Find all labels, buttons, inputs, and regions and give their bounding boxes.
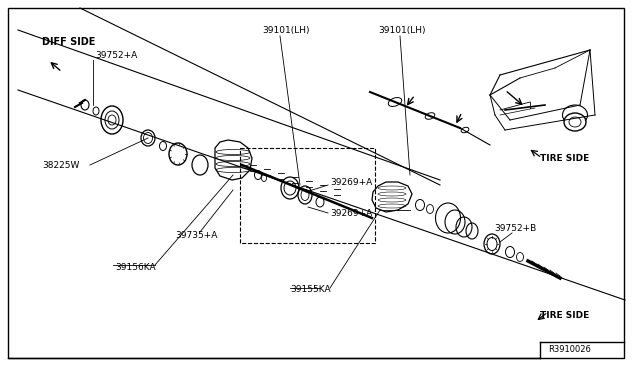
- Text: 39269+A: 39269+A: [330, 177, 372, 186]
- Text: 39269+A: 39269+A: [330, 208, 372, 218]
- Text: 39156KA: 39156KA: [115, 263, 156, 273]
- Text: 39752+A: 39752+A: [95, 51, 137, 60]
- Text: 39735+A: 39735+A: [175, 231, 218, 240]
- Text: R3910026: R3910026: [548, 346, 591, 355]
- Text: 39155KA: 39155KA: [290, 285, 331, 295]
- Text: DIFF SIDE: DIFF SIDE: [42, 37, 95, 47]
- Text: 39101(LH): 39101(LH): [262, 26, 310, 35]
- Text: 39752+B: 39752+B: [494, 224, 536, 232]
- Text: TIRE SIDE: TIRE SIDE: [540, 154, 589, 163]
- Bar: [240, 148, 375, 243]
- Text: 39101(LH): 39101(LH): [378, 26, 426, 35]
- Text: TIRE SIDE: TIRE SIDE: [540, 311, 589, 320]
- Text: 38225W: 38225W: [42, 160, 79, 170]
